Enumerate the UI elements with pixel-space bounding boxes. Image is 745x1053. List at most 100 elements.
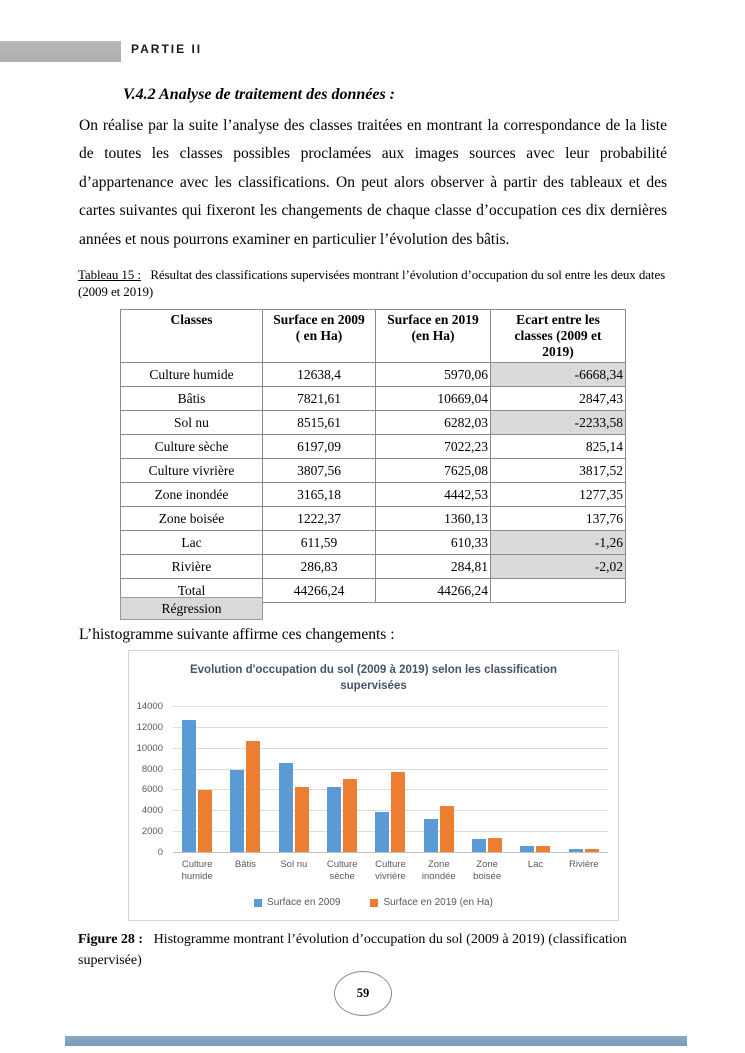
bar-group: [270, 763, 318, 852]
bar-surface-2019: [488, 837, 503, 852]
bar-group: [463, 837, 511, 852]
table-caption: Tableau 15 : Résultat des classification…: [78, 266, 676, 300]
legend-swatch: [370, 898, 379, 907]
x-axis-label: Zone boisée: [473, 859, 502, 882]
table-cell: 8515,61: [262, 410, 376, 435]
regression-cell: Régression: [120, 597, 263, 620]
bar-surface-2009: [278, 763, 293, 852]
y-axis-tick: 6000: [141, 784, 163, 796]
bar-surface-2009: [423, 819, 438, 852]
bar-surface-2019: [294, 786, 309, 852]
bar-surface-2009: [472, 839, 487, 852]
table-row: Culture vivrière 3807,56 7625,08 3817,52: [120, 458, 626, 483]
bar-surface-2019: [246, 740, 261, 852]
table-cell: 10669,04: [375, 386, 491, 411]
table-row: Total 44266,24 44266,24: [120, 578, 626, 603]
table-cell: 611,59: [262, 530, 376, 555]
table-cell: 3165,18: [262, 482, 376, 507]
table-cell: 6282,03: [375, 410, 491, 435]
gridline: [173, 852, 608, 853]
table-cell: 2847,43: [490, 386, 626, 411]
legend-swatch: [254, 898, 263, 907]
col-header-surface-2009: Surface en 2009 ( en Ha): [262, 309, 376, 363]
x-axis-label: Zone inondée: [421, 859, 456, 882]
table-cell: 610,33: [375, 530, 491, 555]
bar-surface-2009: [520, 845, 535, 852]
table-row: Zone boisée 1222,37 1360,13 137,76: [120, 506, 626, 531]
body-paragraph: On réalise par la suite l’analyse des cl…: [79, 117, 667, 248]
footer-blue-bar: [65, 1036, 687, 1046]
bar-surface-2019: [536, 845, 551, 852]
bar-surface-2009: [182, 720, 197, 852]
table-cell: Rivière: [120, 554, 263, 579]
histogram-chart: Evolution d'occupation du sol (2009 à 20…: [128, 650, 619, 921]
bar-surface-2019: [391, 772, 406, 852]
figure-caption-text: Histogramme montrant l’évolution d’occup…: [78, 932, 627, 968]
legend-item: Surface en 2019 (en Ha): [370, 897, 493, 908]
page-number-badge: 59: [334, 971, 392, 1016]
table-caption-label: Tableau 15 :: [78, 267, 141, 282]
bar-surface-2009: [230, 770, 245, 852]
figure-caption: Figure 28 : Histogramme montrant l’évolu…: [78, 929, 678, 971]
bar-surface-2019: [439, 805, 454, 852]
bar-group: [560, 849, 608, 852]
bars-container: [173, 706, 608, 852]
table-cell: 3817,52: [490, 458, 626, 483]
table-cell: Sol nu: [120, 410, 263, 435]
table-cell: 7821,61: [262, 386, 376, 411]
table-cell: 4442,53: [375, 482, 491, 507]
table-cell: Culture vivrière: [120, 458, 263, 483]
table-cell: 5970,06: [375, 362, 491, 387]
x-axis-label: Rivière: [569, 859, 599, 870]
table-cell: 44266,24: [375, 578, 491, 603]
x-axis-label: Bâtis: [234, 859, 257, 870]
classification-table: Classes Surface en 2009 ( en Ha) Surface…: [120, 309, 626, 603]
table-cell: Zone inondée: [120, 482, 263, 507]
gridline: [173, 706, 608, 707]
bar-surface-2019: [198, 789, 213, 852]
table-cell: 137,76: [490, 506, 626, 531]
table-row: Culture sèche 6197,09 7022,23 825,14: [120, 434, 626, 459]
legend-label: Surface en 2009: [267, 897, 341, 908]
bar-surface-2019: [343, 778, 358, 852]
table-cell: -2,02: [490, 554, 626, 579]
table-cell: 286,83: [262, 554, 376, 579]
section-title: V.4.2 Analyse de traitement des données …: [123, 86, 395, 103]
gridline: [173, 789, 608, 791]
y-axis-tick: 10000: [136, 742, 163, 754]
table-cell: Lac: [120, 530, 263, 555]
bar-group: [221, 740, 269, 852]
x-axis-label: Culture vivrière: [375, 859, 406, 882]
y-axis-tick: 0: [157, 847, 163, 858]
bar-surface-2009: [375, 812, 390, 852]
gridline: [173, 810, 608, 812]
table-cell: -6668,34: [490, 362, 626, 387]
x-axis-label: Lac: [527, 859, 544, 870]
gridline: [173, 726, 608, 728]
legend-item: Surface en 2009: [254, 897, 340, 908]
x-axis-label: Culture sèche: [326, 859, 358, 882]
col-header-ecart: Ecart entre les classes (2009 et 2019): [490, 309, 626, 363]
y-axis: 0 2000 4000 6000 8000 10000 12000 14000: [129, 701, 167, 858]
bar-group: [173, 720, 221, 852]
table-cell: 1277,35: [490, 482, 626, 507]
table-row: Bâtis 7821,61 10669,04 2847,43: [120, 386, 626, 411]
table-cell: Culture humide: [120, 362, 263, 387]
table-cell: Bâtis: [120, 386, 263, 411]
table-caption-text: Résultat des classifications supervisées…: [78, 267, 666, 299]
gridline: [173, 747, 608, 749]
bar-surface-2009: [327, 787, 342, 852]
bar-surface-2019: [584, 849, 599, 852]
bar-group: [415, 805, 463, 852]
table-cell: -1,26: [490, 530, 626, 555]
table-cell: 7022,23: [375, 434, 491, 459]
histogram-intro: L’histogramme suivante affirme ces chang…: [79, 626, 395, 643]
table-cell: 12638,4: [262, 362, 376, 387]
bar-group: [318, 778, 366, 852]
table-cell: 7625,08: [375, 458, 491, 483]
header-gray-bar: [0, 41, 121, 62]
table-row: Lac 611,59 610,33 -1,26: [120, 530, 626, 555]
table-cell: 6197,09: [262, 434, 376, 459]
x-axis-labels: Culture humide Bâtis Sol nu Culture sèche Cu…: [173, 859, 608, 883]
